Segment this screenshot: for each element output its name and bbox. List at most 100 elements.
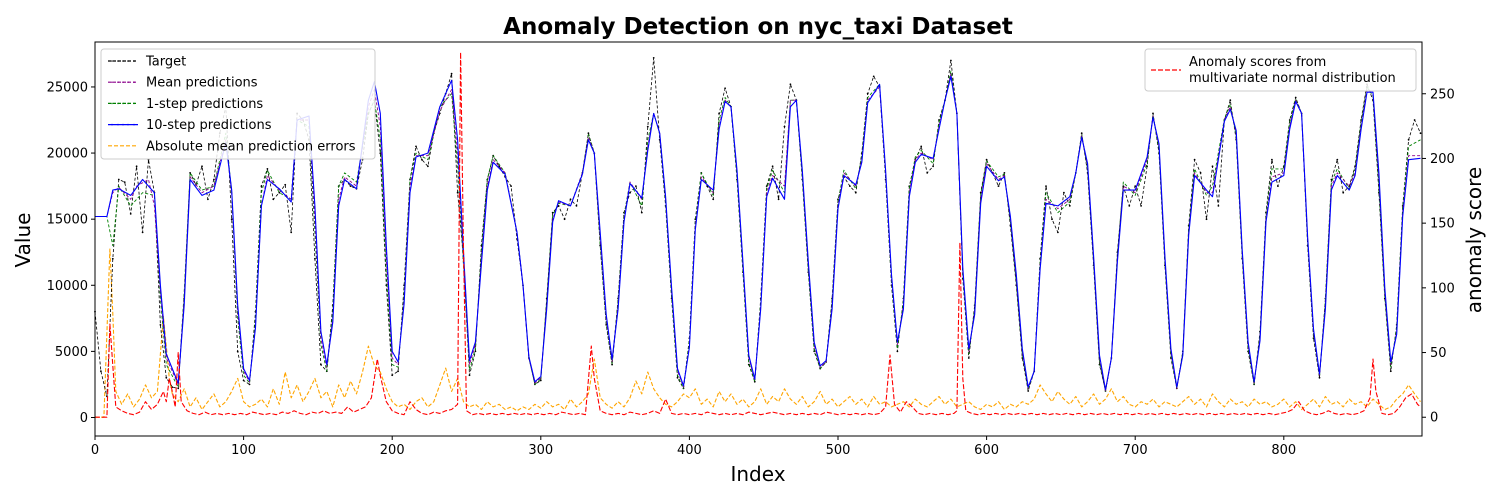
series-target-point (272, 198, 275, 201)
series-target-point (896, 350, 899, 353)
plot-area (94, 51, 1422, 418)
x-tick-label: 500 (826, 443, 851, 458)
series-target-point (753, 380, 756, 383)
series-target-point (1027, 390, 1030, 392)
series-target-point (611, 363, 613, 366)
series-target-point (849, 185, 851, 188)
y-axis-right: 0 50 100 150 200 250 (1422, 87, 1455, 426)
legend-left: Target Mean predictions 1-step predictions… (100, 48, 376, 160)
series-target-point (236, 350, 239, 353)
series-target-point (1057, 231, 1059, 234)
y-tick-label: 5000 (55, 345, 88, 360)
series-target-point (260, 185, 263, 188)
x-tick-label: 700 (1123, 443, 1148, 458)
series-target-point (635, 185, 637, 188)
x-tick-label: 100 (231, 443, 256, 458)
series-target-point (213, 178, 215, 181)
series-target-point (1003, 172, 1006, 174)
x-tick-label: 800 (1271, 443, 1296, 458)
series-target-point (1199, 172, 1202, 174)
series-target-point (551, 211, 554, 214)
series-target-point (1051, 218, 1053, 221)
series-target-point (783, 125, 786, 128)
y-tick-label: 25000 (47, 80, 88, 95)
series-target-point (1342, 191, 1345, 194)
y2-tick-label: 100 (1430, 281, 1455, 296)
series-target-point (207, 198, 209, 201)
series-target-point (474, 350, 477, 353)
legend-marker (117, 123, 119, 126)
series-target-point (1318, 376, 1321, 379)
series-target-point (1205, 218, 1208, 221)
legend-marker (133, 60, 135, 62)
x-axis: 0 100 200 300 400 500 600 700 800 (91, 436, 1296, 458)
legend-label-line: Anomaly scores from (1189, 55, 1326, 70)
series-target-point (1413, 119, 1416, 121)
series-target-point (159, 324, 162, 326)
series-1-step-predictions-line (95, 70, 1421, 392)
series-target-point (1122, 185, 1125, 188)
series-target-point (141, 231, 144, 234)
series-target-point (1389, 370, 1392, 373)
y2-tick-label: 150 (1430, 217, 1455, 232)
series-target-point (450, 72, 453, 75)
series-target-point (510, 185, 512, 188)
series-target-point (652, 57, 655, 59)
series-target-point (724, 87, 726, 90)
series-target-point (950, 59, 952, 62)
series-target-point (1152, 112, 1154, 115)
series-target-point (605, 324, 608, 326)
series-target-point (646, 125, 649, 128)
series-target-point (117, 178, 120, 181)
plot-frame (94, 41, 1423, 437)
series-target-point (1193, 158, 1196, 161)
y-tick-label: 20000 (47, 147, 88, 162)
series-target-point (421, 158, 423, 161)
series-target-point (872, 75, 875, 78)
series-target-point (854, 191, 857, 194)
x-tick-label: 400 (677, 443, 702, 458)
series-target-point (1294, 96, 1297, 99)
legend-marker (127, 60, 129, 62)
series-target-point (777, 198, 780, 201)
series-target-point (575, 205, 578, 207)
series-target-point (468, 374, 471, 377)
series-target-point (123, 181, 126, 184)
legend-marker (111, 81, 113, 83)
y2-tick-label: 0 (1430, 411, 1438, 426)
y2-tick-label: 50 (1430, 346, 1447, 361)
series-target-point (1277, 185, 1279, 188)
series-target-point (1229, 99, 1232, 102)
series-target-point (997, 185, 1000, 188)
series-target-point (111, 257, 114, 260)
series-target-point (177, 387, 180, 390)
legend-marker (122, 81, 124, 83)
series-target-point (563, 218, 566, 221)
x-tick-label: 0 (91, 443, 99, 458)
series-target-point (676, 376, 679, 379)
series-target-point (569, 198, 572, 201)
legend-left-box (100, 48, 376, 160)
series-target-point (165, 376, 168, 379)
series-target-point (320, 363, 322, 366)
y-tick-label: 0 (80, 411, 88, 426)
legend-marker (133, 81, 135, 83)
series-target-point (920, 145, 923, 148)
series-target-point (284, 183, 287, 186)
legend-marker (117, 102, 119, 105)
series-target-point (456, 191, 459, 194)
legend-marker (117, 60, 119, 62)
legend-right: Anomaly scores from multivariate normal d… (1144, 48, 1417, 92)
series-target-point (1211, 165, 1214, 168)
legend-marker (133, 123, 135, 126)
series-target-point (771, 165, 774, 168)
y-axis-left: 0 5000 10000 15000 20000 25000 (47, 80, 95, 426)
series-target-point (290, 231, 293, 234)
legend-marker (111, 60, 113, 62)
series-target-point (1419, 132, 1422, 135)
legend-marker (122, 123, 124, 126)
legend-label-line: multivariate normal distribution (1189, 71, 1396, 86)
series-target-point (967, 357, 970, 359)
series-10-step-predictions-line (95, 75, 1421, 391)
series-target-point (397, 370, 399, 373)
